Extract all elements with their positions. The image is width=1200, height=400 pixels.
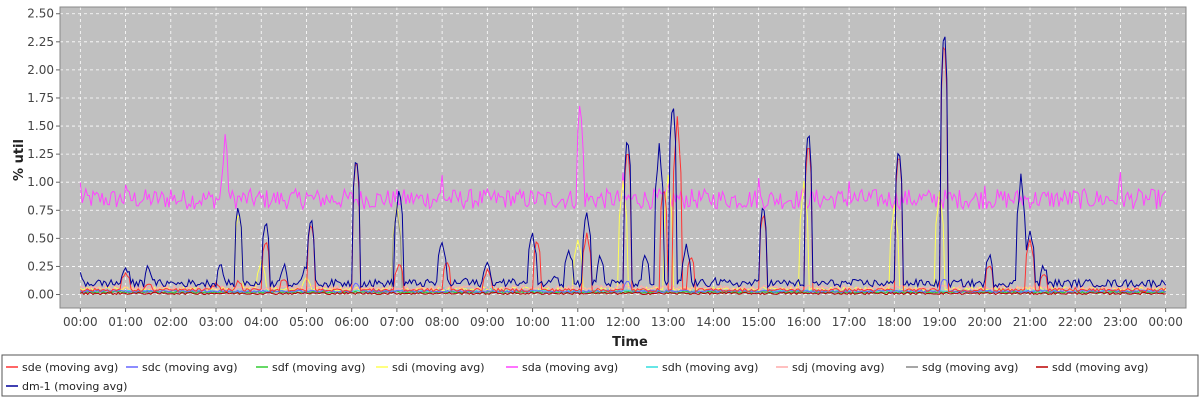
y-tick-label: 2.25: [27, 35, 54, 49]
legend-label: sdj (moving avg): [792, 361, 885, 374]
x-tick-label: 21:00: [1013, 315, 1048, 329]
axes: 0.00 0.25 0.50 0.75 1.00 1.25 1.50 1.75 2.00 2.25…: [27, 7, 1183, 329]
x-tick-label: 19:00: [922, 315, 957, 329]
y-tick-label: 1.50: [27, 119, 54, 133]
y-tick-label: 2.00: [27, 63, 54, 77]
series-line-sdd: [80, 291, 1166, 296]
x-tick-label: 14:00: [696, 315, 731, 329]
x-tick-label: 03:00: [199, 315, 234, 329]
legend: sde (moving avg) sdc (moving avg) sdf (mov…: [6, 361, 1148, 393]
y-tick-label: 1.75: [27, 91, 54, 105]
y-axis-title: % util: [12, 139, 27, 181]
legend-label: sdg (moving avg): [922, 361, 1018, 374]
legend-label: dm-1 (moving avg): [22, 380, 127, 393]
series-layer: [79, 36, 1167, 296]
x-tick-label: 18:00: [877, 315, 912, 329]
y-tick-label: 1.00: [27, 175, 54, 189]
x-tick-label: 00:00: [1148, 315, 1183, 329]
x-tick-label: 10:00: [515, 315, 550, 329]
x-tick-label: 15:00: [741, 315, 776, 329]
legend-label: sdf (moving avg): [272, 361, 365, 374]
x-tick-label: 08:00: [425, 315, 460, 329]
y-tick-label: 1.25: [27, 147, 54, 161]
y-tick-label: 0.25: [27, 259, 54, 273]
legend-box: [1, 354, 1199, 397]
x-tick-label: 22:00: [1058, 315, 1093, 329]
x-tick-label: 05:00: [289, 315, 324, 329]
y-tick-label: 0.50: [27, 231, 54, 245]
legend-label: sde (moving avg): [22, 361, 118, 374]
grid: [60, 7, 1186, 308]
x-tick-label: 16:00: [787, 315, 822, 329]
x-tick-label: 13:00: [651, 315, 686, 329]
legend-label: sdc (moving avg): [142, 361, 238, 374]
y-tick-label: 0.00: [27, 288, 54, 302]
x-tick-label: 01:00: [108, 315, 143, 329]
x-tick-label: 09:00: [470, 315, 505, 329]
legend-label: sdh (moving avg): [662, 361, 758, 374]
x-tick-label: 04:00: [244, 315, 279, 329]
x-tick-label: 00:00: [63, 315, 98, 329]
series-line-dm-1: [79, 36, 1167, 289]
legend-label: sdi (moving avg): [392, 361, 485, 374]
legend-label: sda (moving avg): [522, 361, 618, 374]
series-line-sda: [79, 105, 1167, 211]
x-tick-label: 07:00: [380, 315, 415, 329]
y-tick-label: 2.50: [27, 7, 54, 21]
x-tick-label: 23:00: [1103, 315, 1138, 329]
x-tick-label: 20:00: [967, 315, 1002, 329]
x-axis-title: Time: [612, 335, 648, 350]
series-line-sde: [79, 45, 1167, 293]
x-tick-label: 06:00: [334, 315, 369, 329]
x-tick-label: 12:00: [606, 315, 641, 329]
x-tick-label: 02:00: [153, 315, 188, 329]
legend-label: sdd (moving avg): [1052, 361, 1148, 374]
y-tick-label: 0.75: [27, 203, 54, 217]
x-tick-label: 17:00: [832, 315, 867, 329]
x-tick-label: 11:00: [560, 315, 595, 329]
